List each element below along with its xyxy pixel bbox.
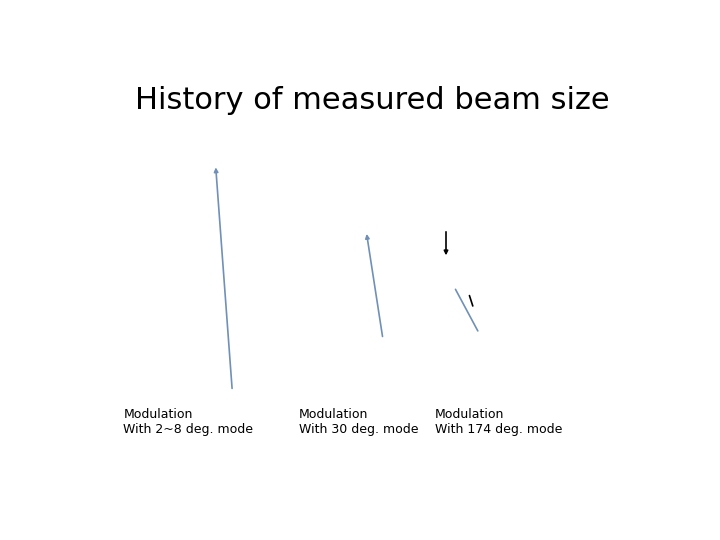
Text: Modulation
With 174 deg. mode: Modulation With 174 deg. mode (435, 408, 562, 436)
Text: Modulation
With 30 deg. mode: Modulation With 30 deg. mode (300, 408, 419, 436)
Text: History of measured beam size: History of measured beam size (135, 85, 609, 114)
Text: Modulation
With 2~8 deg. mode: Modulation With 2~8 deg. mode (124, 408, 253, 436)
